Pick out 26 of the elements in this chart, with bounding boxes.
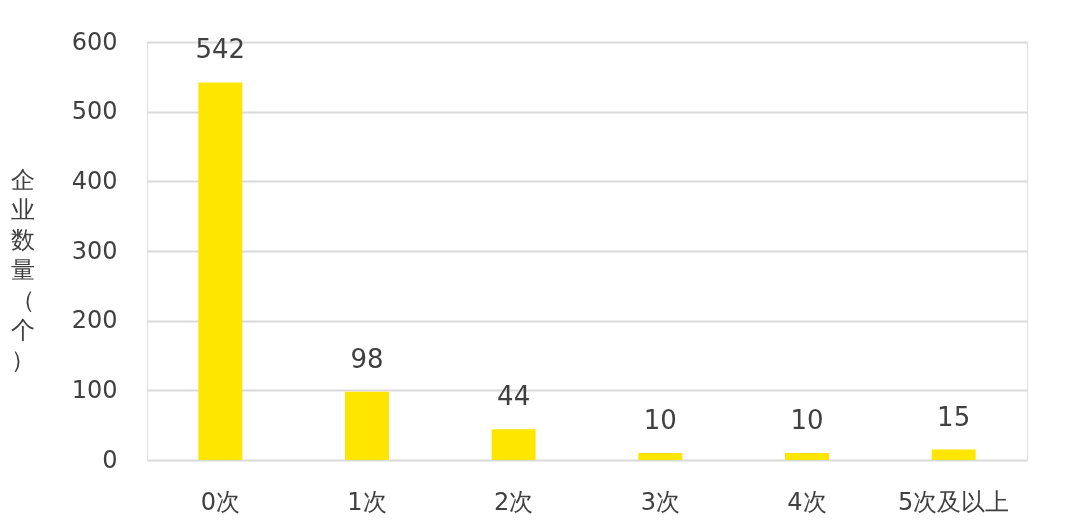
- y-tick-label: 0: [102, 445, 118, 474]
- bar: [198, 82, 243, 460]
- data-label: 542: [195, 34, 246, 65]
- data-label: 10: [790, 405, 824, 436]
- x-tick-label: 0次: [200, 487, 240, 516]
- x-tick-label: 1次: [347, 487, 387, 516]
- y-tick-label: 600: [71, 27, 118, 56]
- y-tick-label: 200: [71, 306, 118, 335]
- y-tick-label: 300: [71, 236, 118, 265]
- bar: [931, 449, 976, 460]
- x-tick-label: 4次: [787, 487, 827, 516]
- data-label: 44: [497, 381, 531, 412]
- x-tick-label: 2次: [494, 487, 534, 516]
- y-tick-label: 100: [71, 375, 118, 404]
- bar: [491, 429, 536, 460]
- y-tick-label: 500: [71, 97, 118, 126]
- data-label: 10: [643, 405, 677, 436]
- x-tick-label: 3次: [640, 487, 680, 516]
- data-label: 15: [937, 401, 971, 432]
- data-label: 98: [350, 343, 384, 374]
- y-axis-title: 企业数量（个）: [10, 165, 35, 374]
- bar: [345, 391, 389, 460]
- bar: [785, 453, 829, 460]
- bar: [638, 453, 683, 460]
- x-tick-label: 5次及以上: [898, 487, 1010, 516]
- y-tick-label: 400: [71, 166, 118, 195]
